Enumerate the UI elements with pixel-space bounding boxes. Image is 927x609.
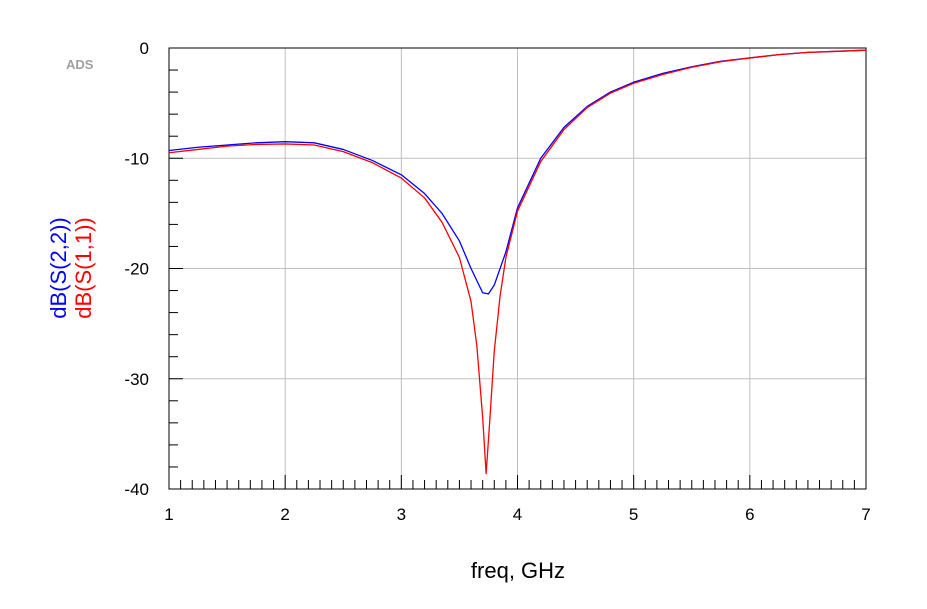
x-tick-label: 4	[513, 505, 522, 524]
series-line-db-s-1-1	[168, 49, 867, 475]
x-tick-label: 1	[164, 505, 173, 524]
x-tick-label: 3	[397, 505, 406, 524]
x-tick-label: 5	[629, 505, 638, 524]
plot-frame	[168, 47, 867, 490]
y-tick-labels: 0 -10 -20 -30 -40	[124, 39, 149, 499]
x-axis-title: freq, GHz	[471, 558, 565, 583]
y-tick-label: -10	[124, 149, 149, 168]
series-layer	[168, 49, 867, 475]
legend-s11-label: dB(S(1,1))	[71, 217, 96, 318]
y-tick-label: -40	[124, 480, 149, 499]
y-tick-label: -20	[124, 260, 149, 279]
y-tick-label: 0	[140, 39, 149, 58]
grid-lines	[168, 47, 867, 490]
ads-watermark: ADS	[66, 57, 94, 72]
y-tick-label: -30	[124, 370, 149, 389]
x-tick-label: 2	[280, 505, 289, 524]
x-tick-label: 7	[861, 505, 870, 524]
x-tick-labels: 1 2 3 4 5 6 7	[164, 505, 870, 524]
x-tick-label: 6	[745, 505, 754, 524]
legend-s22-label: dB(S(2,2))	[46, 217, 71, 318]
